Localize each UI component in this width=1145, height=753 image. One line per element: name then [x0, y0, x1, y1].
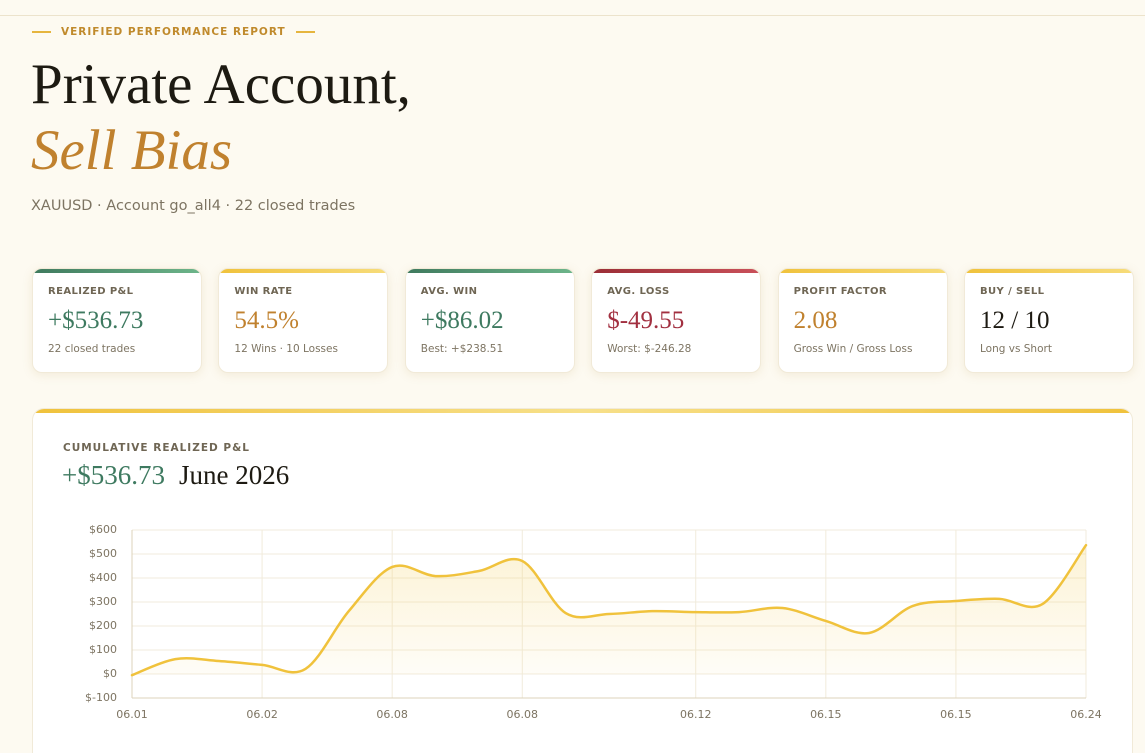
stat-card: AVG. WIN +$86.02 Best: +$238.51	[404, 268, 575, 373]
stat-card: REALIZED P&L +$536.73 22 closed trades	[32, 268, 202, 373]
stat-card: PROFIT FACTOR 2.08 Gross Win / Gross Loss	[777, 268, 948, 373]
accent-bar	[33, 269, 201, 273]
x-tick-label: 06.24	[1070, 708, 1102, 721]
eyebrow-text: VERIFIED PERFORMANCE REPORT	[61, 26, 286, 38]
stat-label: AVG. WIN	[420, 286, 478, 297]
x-tick-label: 06.01	[116, 708, 148, 721]
stat-note: Long vs Short	[980, 343, 1052, 355]
x-tick-label: 06.12	[680, 708, 712, 721]
stat-value: 12 / 10	[980, 307, 1050, 334]
accent-bar	[219, 269, 388, 273]
stat-note: Worst: $-246.28	[607, 343, 692, 355]
stat-card: AVG. LOSS $-49.55 Worst: $-246.28	[591, 268, 762, 373]
accent-bar	[965, 269, 1133, 273]
stat-note: Best: +$238.51	[420, 343, 504, 355]
stat-label: WIN RATE	[234, 286, 293, 297]
x-tick-label: 06.15	[810, 708, 842, 721]
x-tick-label: 06.08	[376, 708, 408, 721]
chart-period: June 2026	[179, 460, 289, 490]
eyebrow: VERIFIED PERFORMANCE REPORT	[32, 26, 315, 38]
y-tick-label: $0	[103, 667, 117, 680]
stat-value: +$86.02	[420, 307, 504, 334]
chart-panel: CUMULATIVE REALIZED P&L +$536.73 June 20…	[32, 408, 1133, 753]
accent-bar	[33, 409, 1132, 413]
stat-label: AVG. LOSS	[607, 286, 670, 297]
meta-line: XAUUSD · Account go_all4 · 22 closed tra…	[31, 198, 356, 214]
stat-note: Gross Win / Gross Loss	[793, 343, 913, 355]
chart: CUMULATIVE REALIZED P&L +$536.73 June 20…	[62, 442, 1102, 721]
page-subtitle: Sell Bias	[31, 119, 233, 182]
stat-value: 2.08	[793, 307, 838, 334]
line	[130, 543, 1088, 677]
area	[132, 545, 1086, 676]
divider	[0, 15, 1145, 16]
y-tick-label: $400	[89, 571, 117, 584]
stat-card: WIN RATE 54.5% 12 Wins · 10 Losses	[218, 268, 389, 373]
x-tick-label: 06.08	[507, 708, 539, 721]
x-tick-label: 06.02	[246, 708, 278, 721]
page-title: Private Account,	[31, 53, 411, 116]
stat-note: 12 Wins · 10 Losses	[234, 343, 338, 355]
stat-card: BUY / SELL 12 / 10 Long vs Short	[964, 268, 1134, 373]
y-tick-label: $500	[89, 547, 117, 560]
y-tick-label: $600	[89, 523, 117, 536]
stat-value: $-49.55	[607, 307, 685, 334]
y-tick-label: $100	[89, 643, 117, 656]
stat-value: 54.5%	[234, 307, 299, 334]
x-tick-label: 06.15	[940, 708, 972, 721]
y-tick-label: $-100	[85, 691, 117, 704]
y-tick-label: $200	[89, 619, 117, 632]
stat-label: REALIZED P&L	[48, 286, 134, 297]
chart-title: CUMULATIVE REALIZED P&L	[63, 442, 250, 454]
accent-bar	[778, 269, 947, 273]
chart-headline: +$536.73	[62, 460, 165, 490]
accent-bar	[592, 269, 761, 273]
y-tick-label: $300	[89, 595, 117, 608]
stat-value: +$536.73	[48, 307, 144, 334]
stat-label: BUY / SELL	[980, 286, 1045, 297]
accent-bar	[405, 269, 574, 273]
stat-label: PROFIT FACTOR	[793, 286, 887, 297]
stat-note: 22 closed trades	[48, 343, 136, 355]
